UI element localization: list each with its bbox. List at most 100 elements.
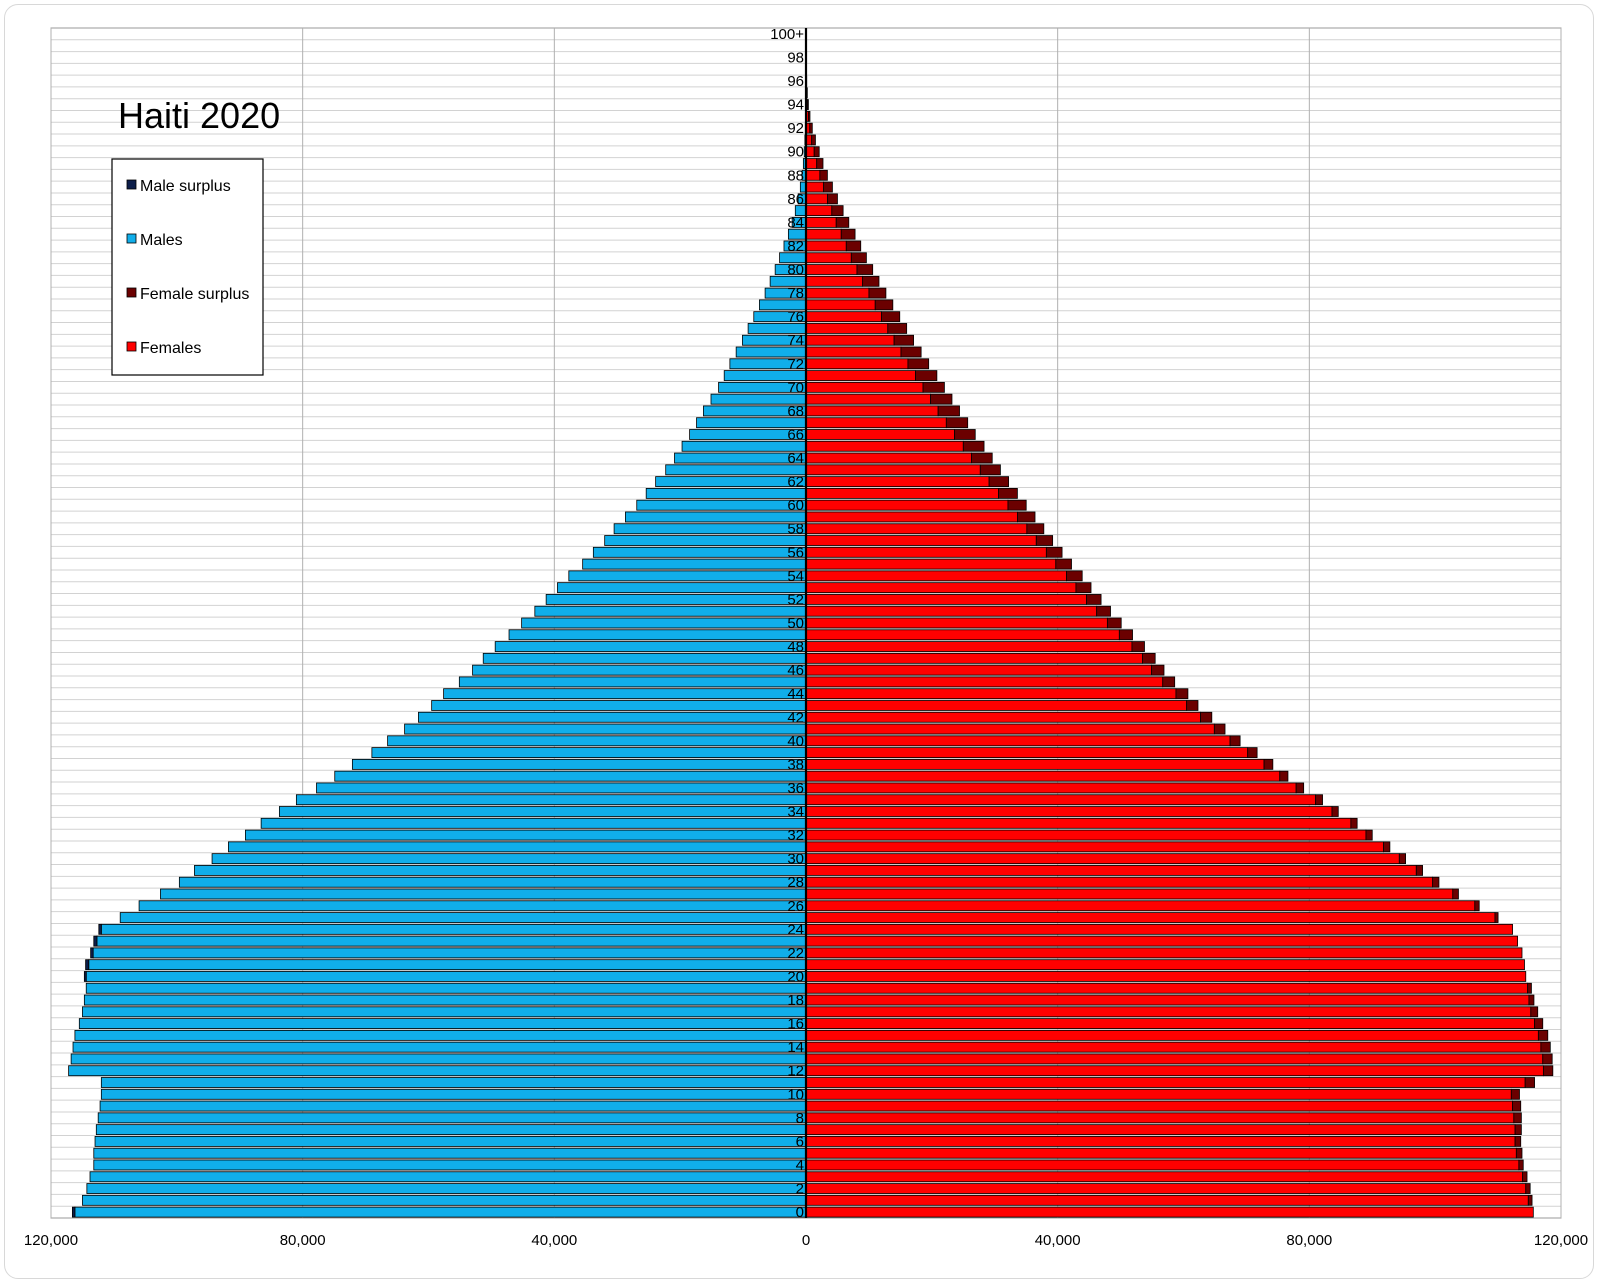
bar-female-surplus bbox=[835, 217, 850, 228]
bar-female-surplus bbox=[922, 381, 945, 393]
bar-female bbox=[805, 381, 924, 393]
bar-male bbox=[665, 464, 807, 476]
bar-female-surplus bbox=[1331, 806, 1339, 817]
bar-male bbox=[160, 888, 807, 900]
bar-female bbox=[805, 1136, 1516, 1147]
bar-male bbox=[68, 1065, 807, 1077]
bar-male bbox=[443, 688, 807, 700]
bar-female bbox=[805, 841, 1384, 853]
x-tick-label: 0 bbox=[802, 1232, 810, 1249]
bar-female bbox=[805, 629, 1120, 641]
bar-female-surplus bbox=[1066, 570, 1083, 582]
age-label: 0 bbox=[796, 1204, 804, 1221]
legend-label-male-surplus: Male surplus bbox=[140, 178, 231, 195]
age-label: 18 bbox=[787, 992, 804, 1009]
age-label: 82 bbox=[787, 238, 804, 255]
bar-male bbox=[93, 1159, 807, 1171]
bar-female-surplus bbox=[1086, 594, 1102, 605]
bar-female-surplus bbox=[907, 358, 930, 370]
bar-male bbox=[482, 652, 807, 664]
bar-female-surplus bbox=[988, 476, 1009, 488]
bar-female bbox=[805, 323, 889, 334]
bar-female-surplus bbox=[915, 370, 938, 381]
bar-female-surplus bbox=[1530, 1006, 1539, 1018]
bar-female bbox=[805, 570, 1067, 582]
bar-male bbox=[592, 546, 807, 558]
bar-female-surplus bbox=[1540, 1041, 1551, 1053]
age-label: 72 bbox=[787, 356, 804, 373]
bar-male bbox=[92, 947, 807, 959]
age-label: 14 bbox=[787, 1039, 804, 1056]
bar-female-surplus bbox=[1515, 1147, 1523, 1159]
bar-male bbox=[96, 935, 807, 947]
bar-female-surplus bbox=[809, 122, 813, 134]
legend-swatch-females bbox=[126, 341, 137, 352]
age-label: 30 bbox=[787, 851, 804, 868]
bar-male bbox=[295, 794, 807, 806]
age-label: 80 bbox=[787, 262, 804, 279]
bar-male bbox=[95, 1124, 807, 1136]
bar-female-surplus bbox=[1452, 888, 1459, 900]
bar-male bbox=[82, 1006, 807, 1018]
bar-female-surplus bbox=[1525, 1183, 1531, 1194]
bar-female-surplus bbox=[971, 452, 993, 464]
bar-female bbox=[805, 723, 1215, 735]
bar-female-surplus bbox=[840, 228, 856, 240]
bar-male bbox=[83, 994, 807, 1006]
bar-female-surplus bbox=[979, 464, 1001, 476]
bar-female-surplus bbox=[1534, 1018, 1544, 1029]
bar-female bbox=[805, 476, 990, 488]
bar-female-surplus bbox=[1542, 1065, 1554, 1077]
bar-female bbox=[805, 264, 858, 275]
bar-female bbox=[805, 782, 1297, 794]
bar-female-surplus bbox=[1518, 1159, 1524, 1171]
age-label: 68 bbox=[787, 403, 804, 420]
bar-female bbox=[805, 605, 1098, 617]
bar-female-surplus bbox=[887, 323, 908, 334]
bar-female bbox=[805, 193, 828, 205]
bar-male bbox=[645, 488, 807, 499]
age-label: 96 bbox=[787, 73, 804, 90]
bar-female-surplus bbox=[1162, 676, 1176, 688]
bar-male bbox=[70, 1053, 807, 1065]
x-tick-label: 120,000 bbox=[24, 1232, 78, 1249]
bar-female-surplus bbox=[962, 440, 985, 452]
bar-male bbox=[85, 971, 807, 982]
bar-male bbox=[72, 1041, 807, 1053]
age-label: 90 bbox=[787, 144, 804, 161]
age-label: 36 bbox=[787, 780, 804, 797]
age-label: 74 bbox=[787, 332, 804, 349]
bar-male bbox=[472, 664, 807, 676]
chart-title: Haiti 2020 bbox=[118, 95, 280, 136]
bar-female bbox=[805, 617, 1108, 629]
bar-male bbox=[93, 1147, 807, 1159]
bar-female bbox=[805, 1065, 1544, 1077]
bar-female-surplus bbox=[1383, 841, 1391, 853]
bar-female-surplus bbox=[1055, 558, 1072, 570]
bar-male bbox=[458, 676, 807, 688]
bar-female bbox=[805, 217, 837, 228]
bar-female-surplus bbox=[1315, 794, 1323, 806]
age-label: 42 bbox=[787, 709, 804, 726]
bar-female bbox=[805, 464, 981, 476]
bar-female-surplus bbox=[807, 110, 811, 122]
bars bbox=[68, 28, 1554, 1218]
bar-female-surplus bbox=[1279, 770, 1289, 782]
bar-female bbox=[805, 181, 825, 193]
bar-male bbox=[278, 806, 807, 817]
bar-male bbox=[431, 700, 807, 711]
x-tick-label: 120,000 bbox=[1534, 1232, 1588, 1249]
age-label: 12 bbox=[787, 1063, 804, 1080]
bar-female-surplus bbox=[893, 334, 914, 346]
bar-male bbox=[245, 829, 807, 841]
x-tick-label: 40,000 bbox=[1035, 1232, 1081, 1249]
bar-female bbox=[805, 240, 847, 252]
bar-female-surplus bbox=[874, 299, 894, 311]
age-label: 28 bbox=[787, 874, 804, 891]
bar-female-surplus bbox=[1365, 829, 1373, 841]
bar-female bbox=[805, 876, 1434, 888]
bar-female-surplus bbox=[1513, 1112, 1522, 1124]
age-label: 26 bbox=[787, 898, 804, 915]
bar-male bbox=[494, 641, 807, 652]
